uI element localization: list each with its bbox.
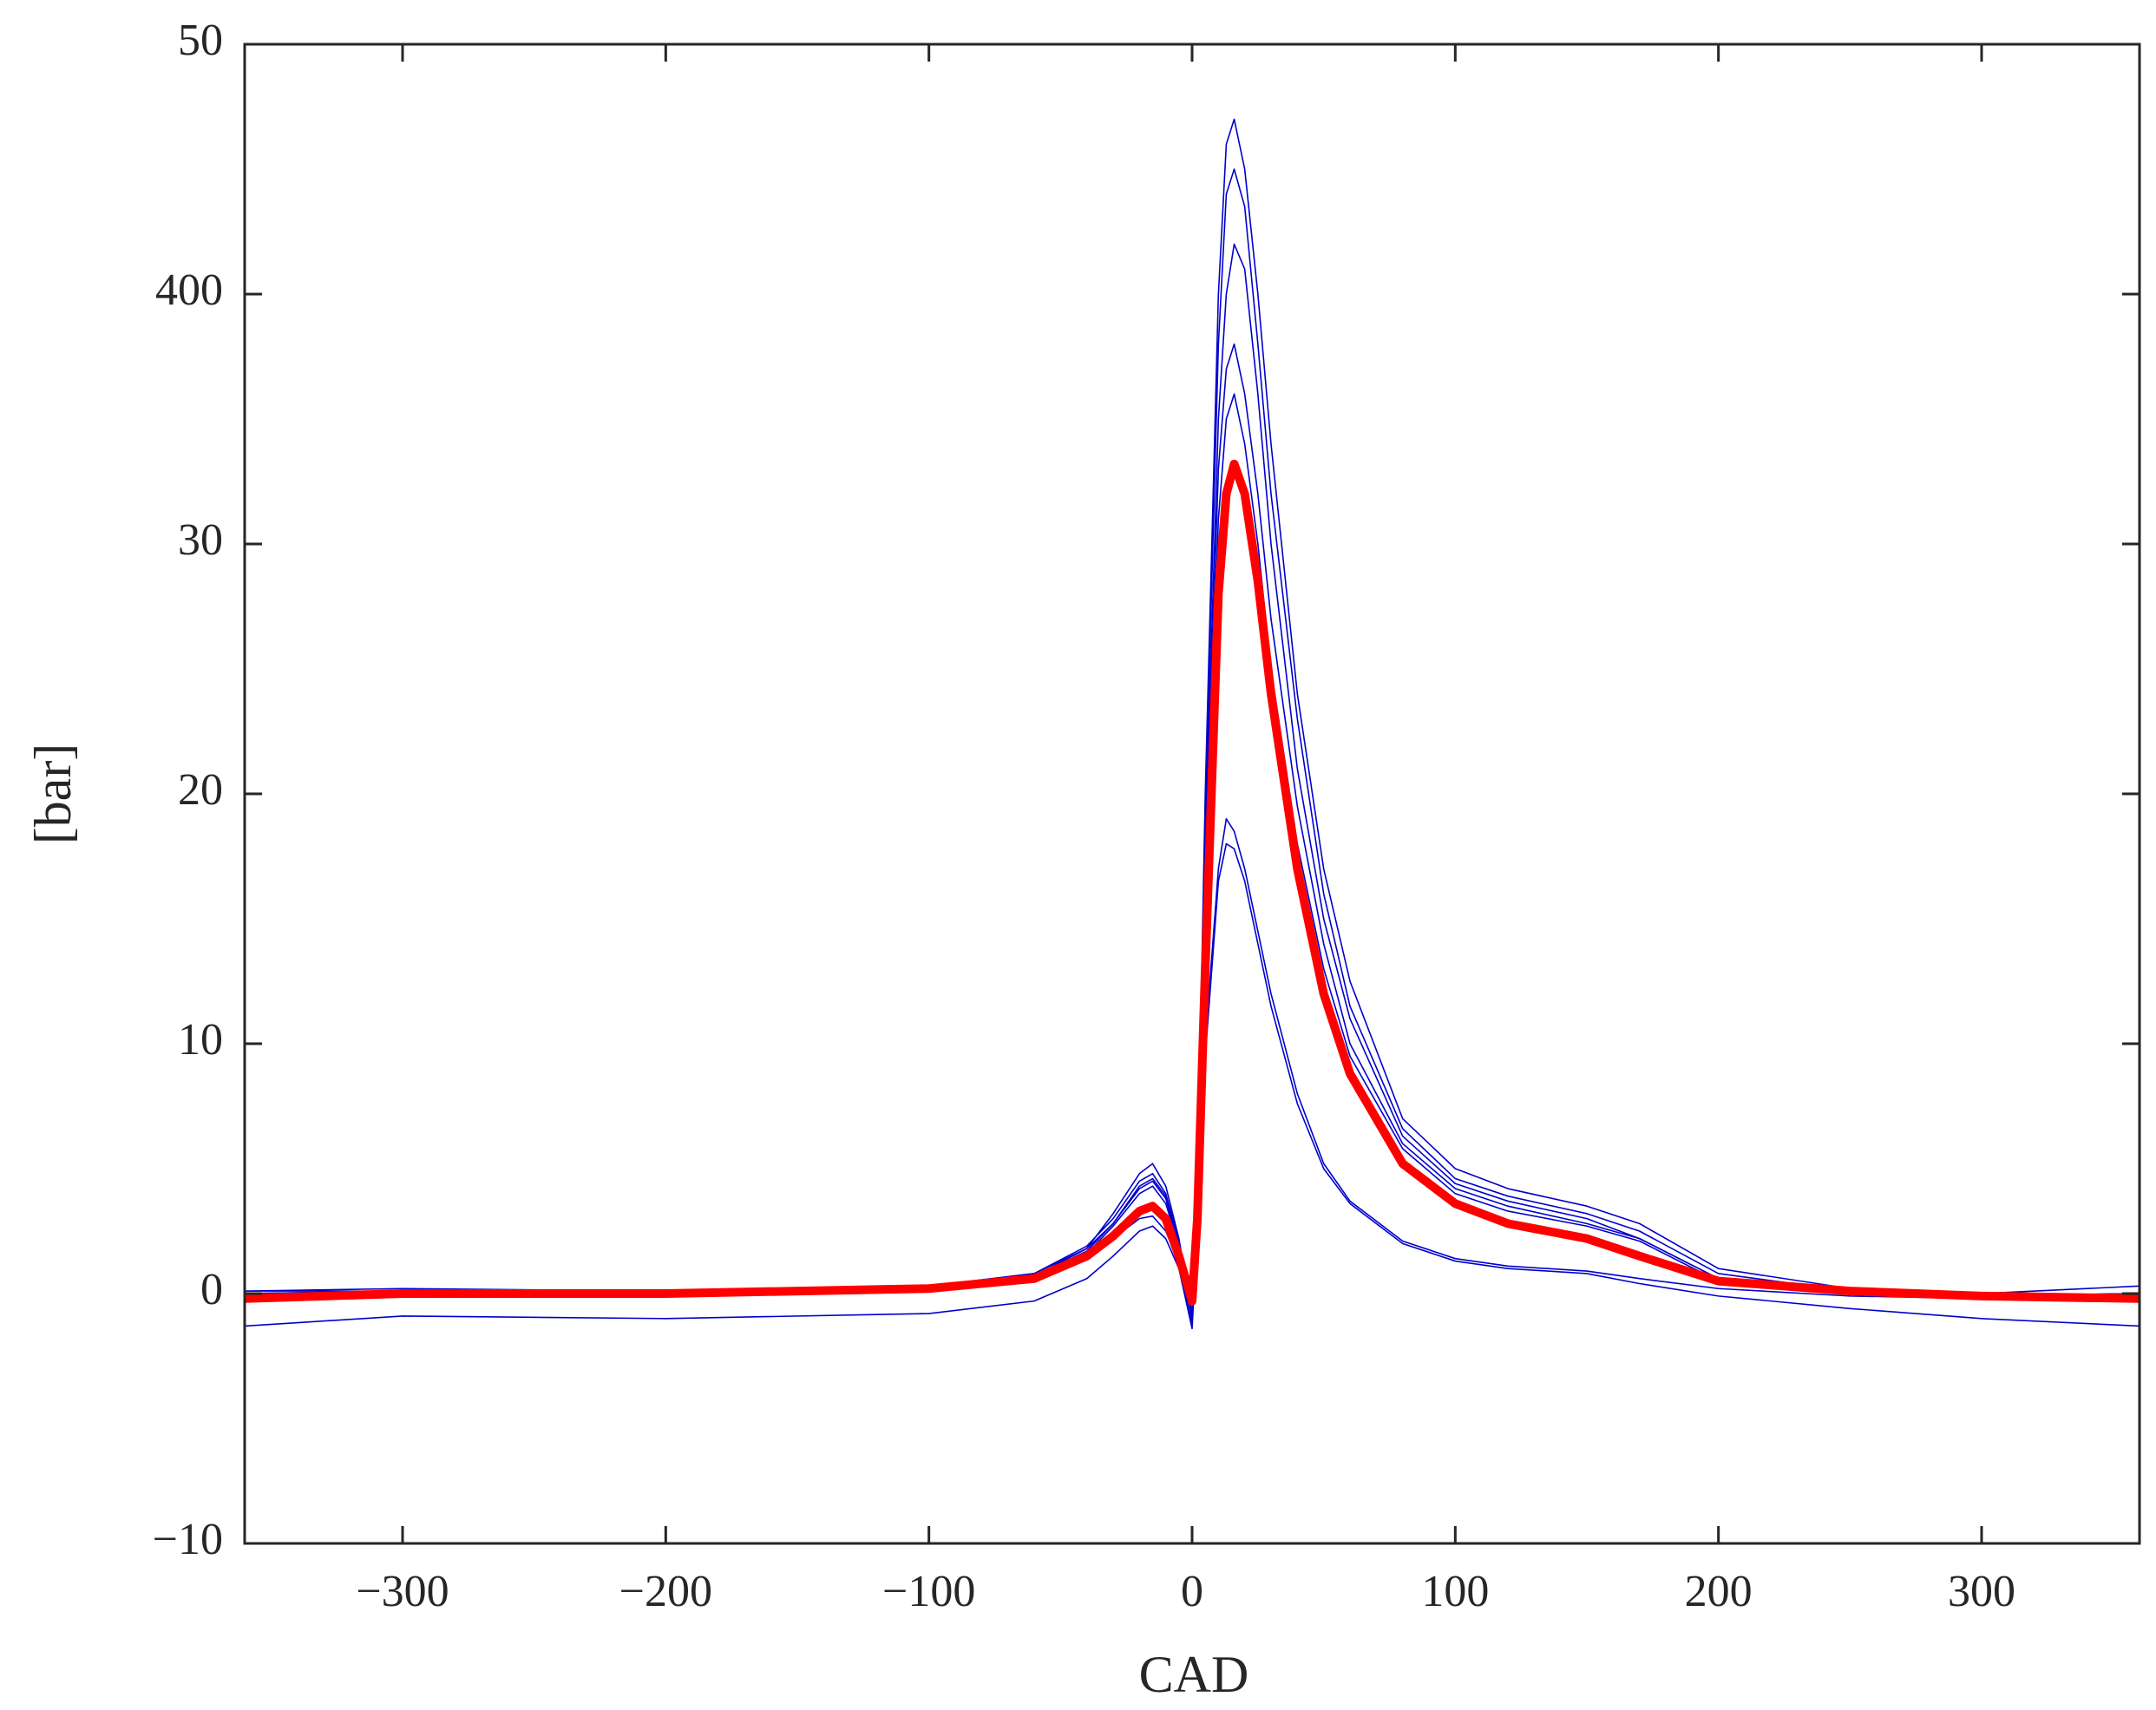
x-tick-label: 200 [1685,1567,1753,1616]
x-tick-label: −300 [356,1567,449,1616]
data-line [245,459,2140,1306]
x-tick-label: 100 [1421,1567,1489,1616]
y-tick-label: 50 [178,16,223,65]
y-axis-title: [bar] [24,744,82,845]
y-tick-label: 30 [178,515,223,565]
data-line [245,243,2140,1317]
y-tick-label: 10 [178,1015,223,1065]
data-line [245,842,2140,1330]
x-axis-title: CAD [1139,1646,1249,1703]
data-line [245,168,2140,1320]
y-tick-label: 400 [155,265,223,315]
data-line [245,343,2140,1320]
x-tick-label: 300 [1948,1567,2015,1616]
x-tick-label: −100 [882,1567,975,1616]
x-tick-label: 0 [1181,1567,1203,1616]
y-tick-label: −10 [153,1515,223,1564]
y-tick-label: 0 [200,1265,223,1314]
y-tick-label: 20 [178,765,223,815]
x-tick-label: −200 [619,1567,712,1616]
data-line [245,118,2140,1314]
